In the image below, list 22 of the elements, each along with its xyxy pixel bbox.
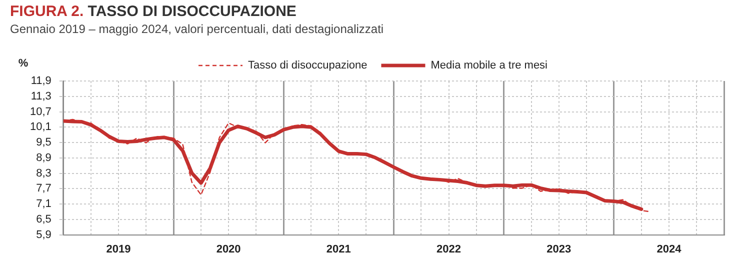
legend-label: Tasso di disoccupazione [248, 60, 368, 72]
y-tick-label: 6,5 [36, 213, 52, 226]
x-tick-label: 2022 [436, 243, 461, 256]
y-tick-label: 10,7 [30, 106, 52, 118]
y-tick-label: 7,1 [36, 198, 52, 210]
x-tick-label: 2021 [326, 243, 351, 256]
y-tick-label: 11,9 [30, 75, 52, 88]
chart-subtitle: Gennaio 2019 – maggio 2024, valori percentuali, dati destagionalizzati [10, 22, 384, 36]
y-tick-label: 10,1 [30, 121, 52, 134]
y-tick-label: 7,7 [36, 182, 52, 195]
x-tick-label: 2020 [216, 243, 241, 256]
legend-label: Media mobile a tre mesi [430, 60, 548, 72]
y-tick-label: 5,9 [36, 228, 52, 241]
x-tick-label: 2019 [106, 243, 131, 256]
x-tick-label: 2023 [546, 243, 572, 256]
y-tick-label: 8,9 [36, 152, 52, 164]
y-tick-label: 11,3 [30, 90, 52, 102]
y-axis-title: % [18, 58, 28, 70]
y-tick-label: 8,3 [36, 167, 52, 180]
chart-title: FIGURA 2. TASSO DI DISOCCUPAZIONE [10, 3, 296, 20]
x-tick-label: 2024 [656, 243, 682, 256]
y-tick-label: 9,5 [36, 136, 52, 149]
